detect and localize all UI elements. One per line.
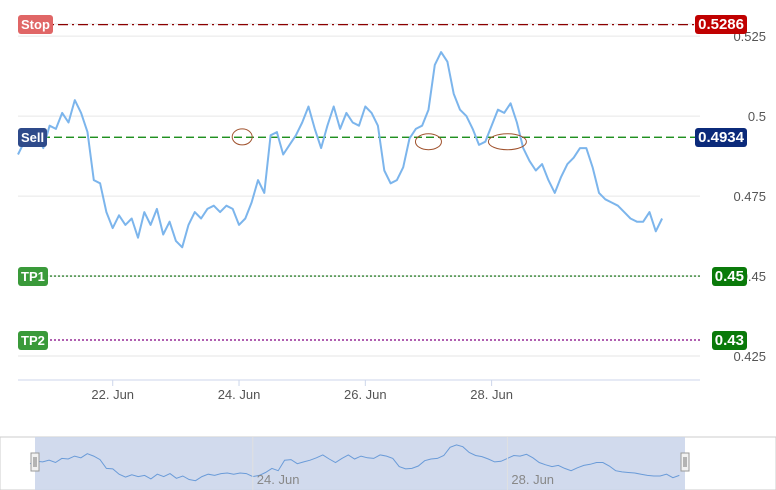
navigator-mask bbox=[35, 437, 685, 490]
navigator-handle-right[interactable] bbox=[680, 452, 690, 472]
y-tick-label: 0.425 bbox=[733, 349, 766, 364]
pattern-markers bbox=[231, 128, 527, 151]
level-value-tag-sell: 0.4934 bbox=[695, 127, 747, 147]
level-value-tag-stop: 0.5286 bbox=[695, 15, 747, 35]
navigator[interactable]: 24. Jun 28. Jun bbox=[0, 436, 776, 490]
x-tick-label: 22. Jun bbox=[91, 387, 134, 402]
navigator-tick-label: 28. Jun bbox=[511, 472, 554, 487]
y-tick-label: 0.45 bbox=[741, 269, 766, 284]
y-tick-label: 0.5 bbox=[748, 109, 766, 124]
level-name-tag-tp2: TP2 bbox=[18, 330, 48, 350]
x-tick-label: 26. Jun bbox=[344, 387, 387, 402]
pattern-circle bbox=[414, 133, 442, 151]
x-tick-label: 24. Jun bbox=[218, 387, 261, 402]
pattern-circle bbox=[487, 133, 527, 151]
x-tick-label: 28. Jun bbox=[470, 387, 513, 402]
level-name-tag-stop: Stop bbox=[18, 15, 53, 35]
level-name-tag-sell: Sell bbox=[18, 127, 48, 147]
level-value-tag-tp2: 0.43 bbox=[711, 330, 747, 350]
level-name-tag-tp1: TP1 bbox=[18, 266, 48, 286]
navigator-tick-label: 24. Jun bbox=[257, 472, 300, 487]
level-lines bbox=[18, 24, 700, 341]
price-series bbox=[17, 51, 663, 249]
level-value-tag-tp1: 0.45 bbox=[711, 266, 747, 286]
price-line bbox=[17, 51, 663, 249]
navigator-line bbox=[29, 444, 680, 482]
y-tick-label: 0.475 bbox=[733, 189, 766, 204]
x-axis: 22. Jun 24. Jun 26. Jun 28. Jun bbox=[18, 379, 700, 402]
navigator-handle-left[interactable] bbox=[30, 452, 40, 472]
pattern-circle bbox=[231, 128, 253, 146]
